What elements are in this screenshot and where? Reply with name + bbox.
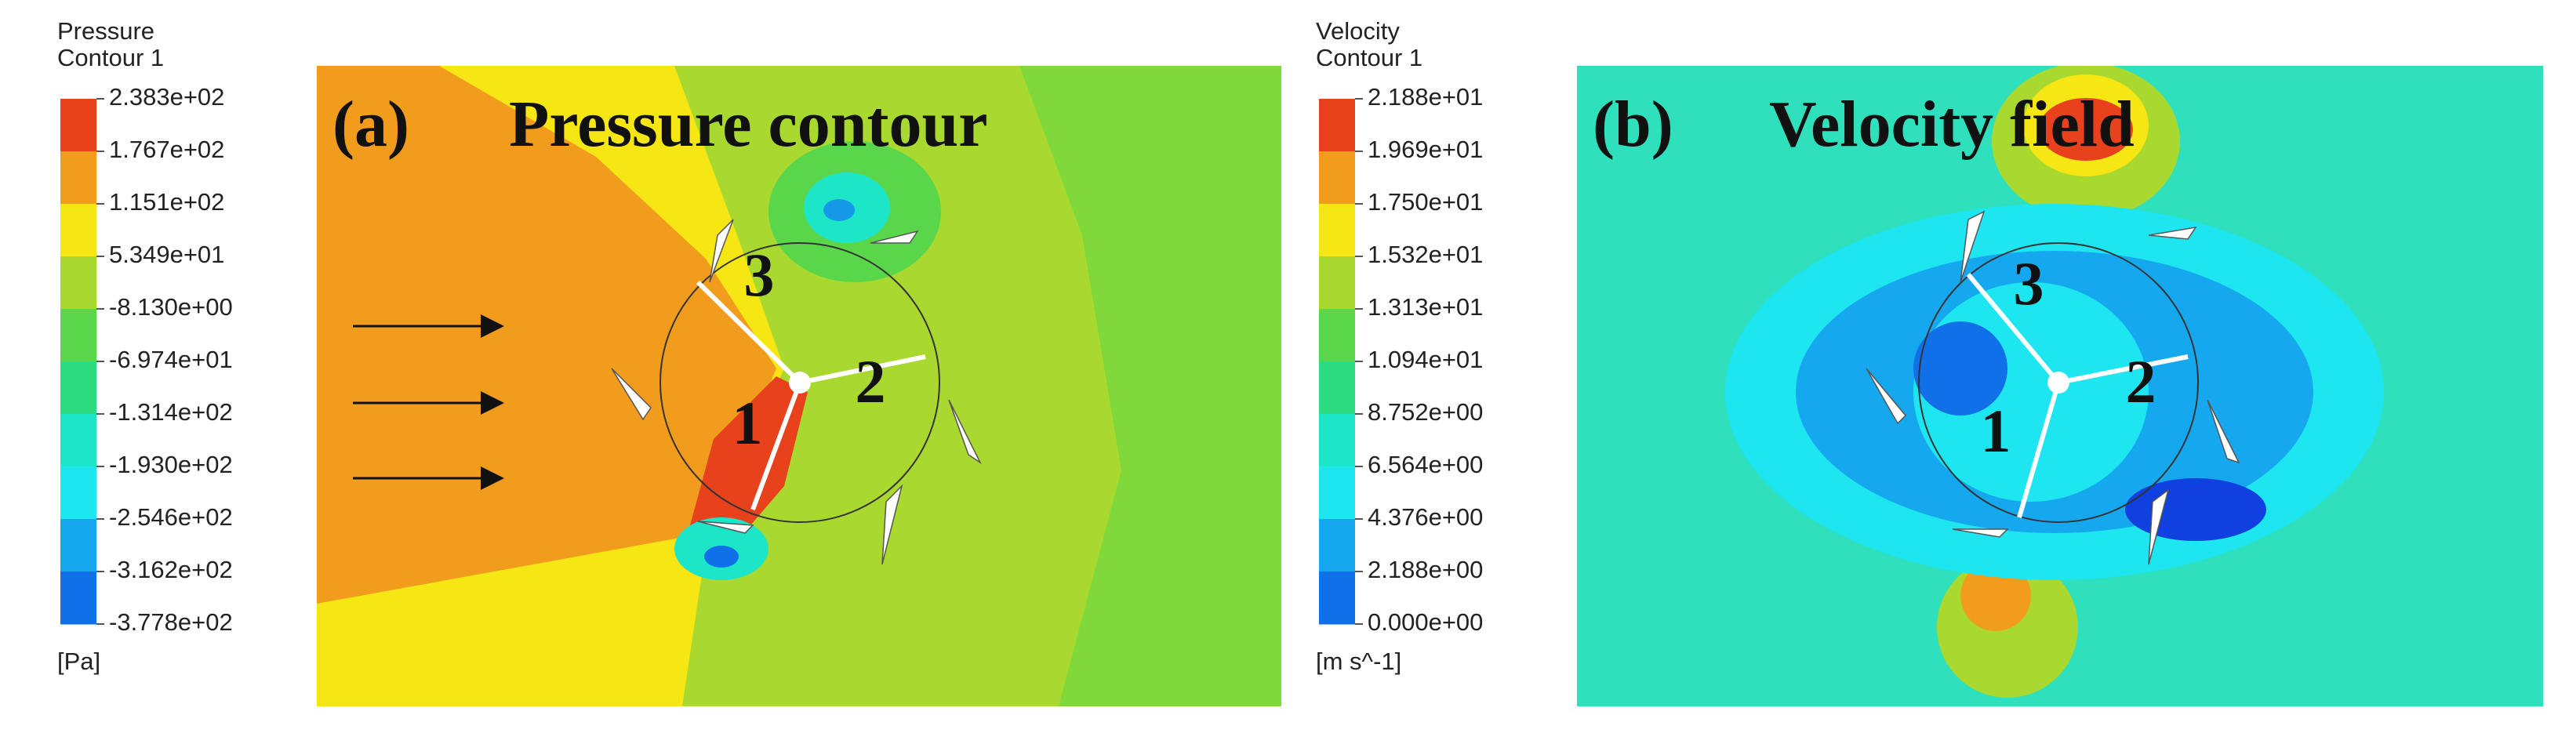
color-band bbox=[1319, 151, 1355, 205]
blade-label: 2 bbox=[2126, 347, 2156, 415]
legend-label: -3.162e+02 bbox=[109, 556, 233, 583]
legend-title: Pressure bbox=[57, 17, 154, 45]
pressure-plot bbox=[317, 66, 1281, 706]
legend-label: 1.532e+01 bbox=[1368, 241, 1483, 268]
rotor-circle bbox=[1918, 242, 2199, 523]
color-band bbox=[60, 309, 96, 362]
blade-label: 3 bbox=[2014, 249, 2044, 318]
panel-heading: Pressure contour bbox=[509, 88, 987, 161]
velocity-plot bbox=[1577, 66, 2543, 706]
color-band bbox=[1319, 99, 1355, 152]
field bbox=[2039, 98, 2133, 161]
legend-label: 1.313e+01 bbox=[1368, 293, 1483, 321]
blade bbox=[611, 219, 982, 565]
color-band bbox=[1319, 519, 1355, 572]
color-band bbox=[60, 204, 96, 257]
blade-label: 1 bbox=[732, 389, 763, 457]
color-band bbox=[60, 572, 96, 625]
legend-title: Velocity bbox=[1316, 17, 1400, 45]
blade-label: 2 bbox=[856, 347, 886, 415]
legend-label: -1.314e+02 bbox=[109, 398, 233, 426]
rotor-circle bbox=[659, 242, 940, 523]
legend-label: 8.752e+00 bbox=[1368, 398, 1483, 426]
field bbox=[823, 199, 855, 221]
field bbox=[1019, 66, 1281, 706]
panel-heading: Velocity field bbox=[1769, 88, 2135, 161]
legend-unit: [Pa] bbox=[57, 648, 100, 675]
rotor-arm bbox=[1966, 273, 2189, 518]
panel-label: (b) bbox=[1593, 88, 1673, 161]
legend-label: 2.383e+02 bbox=[109, 83, 224, 111]
rotor-arm bbox=[696, 280, 926, 511]
legend-label: 1.750e+01 bbox=[1368, 188, 1483, 216]
field bbox=[1913, 321, 2007, 415]
field bbox=[2125, 478, 2266, 541]
legend-label: 4.376e+00 bbox=[1368, 503, 1483, 531]
hub bbox=[2047, 372, 2069, 394]
color-band bbox=[60, 414, 96, 467]
legend-label: -8.130e+00 bbox=[109, 293, 233, 321]
legend-unit: [m s^-1] bbox=[1316, 648, 1401, 675]
color-band bbox=[60, 256, 96, 310]
legend-title: Contour 1 bbox=[57, 44, 164, 71]
color-band bbox=[1319, 256, 1355, 310]
legend-label: 5.349e+01 bbox=[109, 241, 224, 268]
legend-label: -6.974e+01 bbox=[109, 346, 233, 373]
color-band bbox=[1319, 572, 1355, 625]
legend-label: 2.188e+01 bbox=[1368, 83, 1483, 111]
color-band bbox=[60, 361, 96, 415]
blade-label: 1 bbox=[1981, 397, 2011, 465]
blade-label: 3 bbox=[744, 241, 775, 309]
legend-label: 1.151e+02 bbox=[109, 188, 224, 216]
legend-label: 0.000e+00 bbox=[1368, 608, 1483, 636]
legend-label: -3.778e+02 bbox=[109, 608, 233, 636]
blade bbox=[1866, 210, 2240, 565]
color-band bbox=[60, 466, 96, 520]
legend-label: 6.564e+00 bbox=[1368, 451, 1483, 478]
hub bbox=[789, 372, 811, 394]
color-band bbox=[1319, 309, 1355, 362]
legend-title: Contour 1 bbox=[1316, 44, 1422, 71]
legend-label: 1.094e+01 bbox=[1368, 346, 1483, 373]
color-band bbox=[1319, 361, 1355, 415]
color-band bbox=[60, 99, 96, 152]
color-band bbox=[1319, 414, 1355, 467]
legend-label: -2.546e+02 bbox=[109, 503, 233, 531]
legend-label: 2.188e+00 bbox=[1368, 556, 1483, 583]
field bbox=[317, 66, 776, 604]
field bbox=[690, 376, 808, 541]
panel-label: (a) bbox=[332, 88, 409, 161]
legend-label: 1.969e+01 bbox=[1368, 136, 1483, 163]
legend-label: -1.930e+02 bbox=[109, 451, 233, 478]
color-band bbox=[1319, 466, 1355, 520]
color-band bbox=[60, 519, 96, 572]
color-band bbox=[60, 151, 96, 205]
color-band bbox=[1319, 204, 1355, 257]
legend-label: 1.767e+02 bbox=[109, 136, 224, 163]
field bbox=[704, 546, 739, 568]
